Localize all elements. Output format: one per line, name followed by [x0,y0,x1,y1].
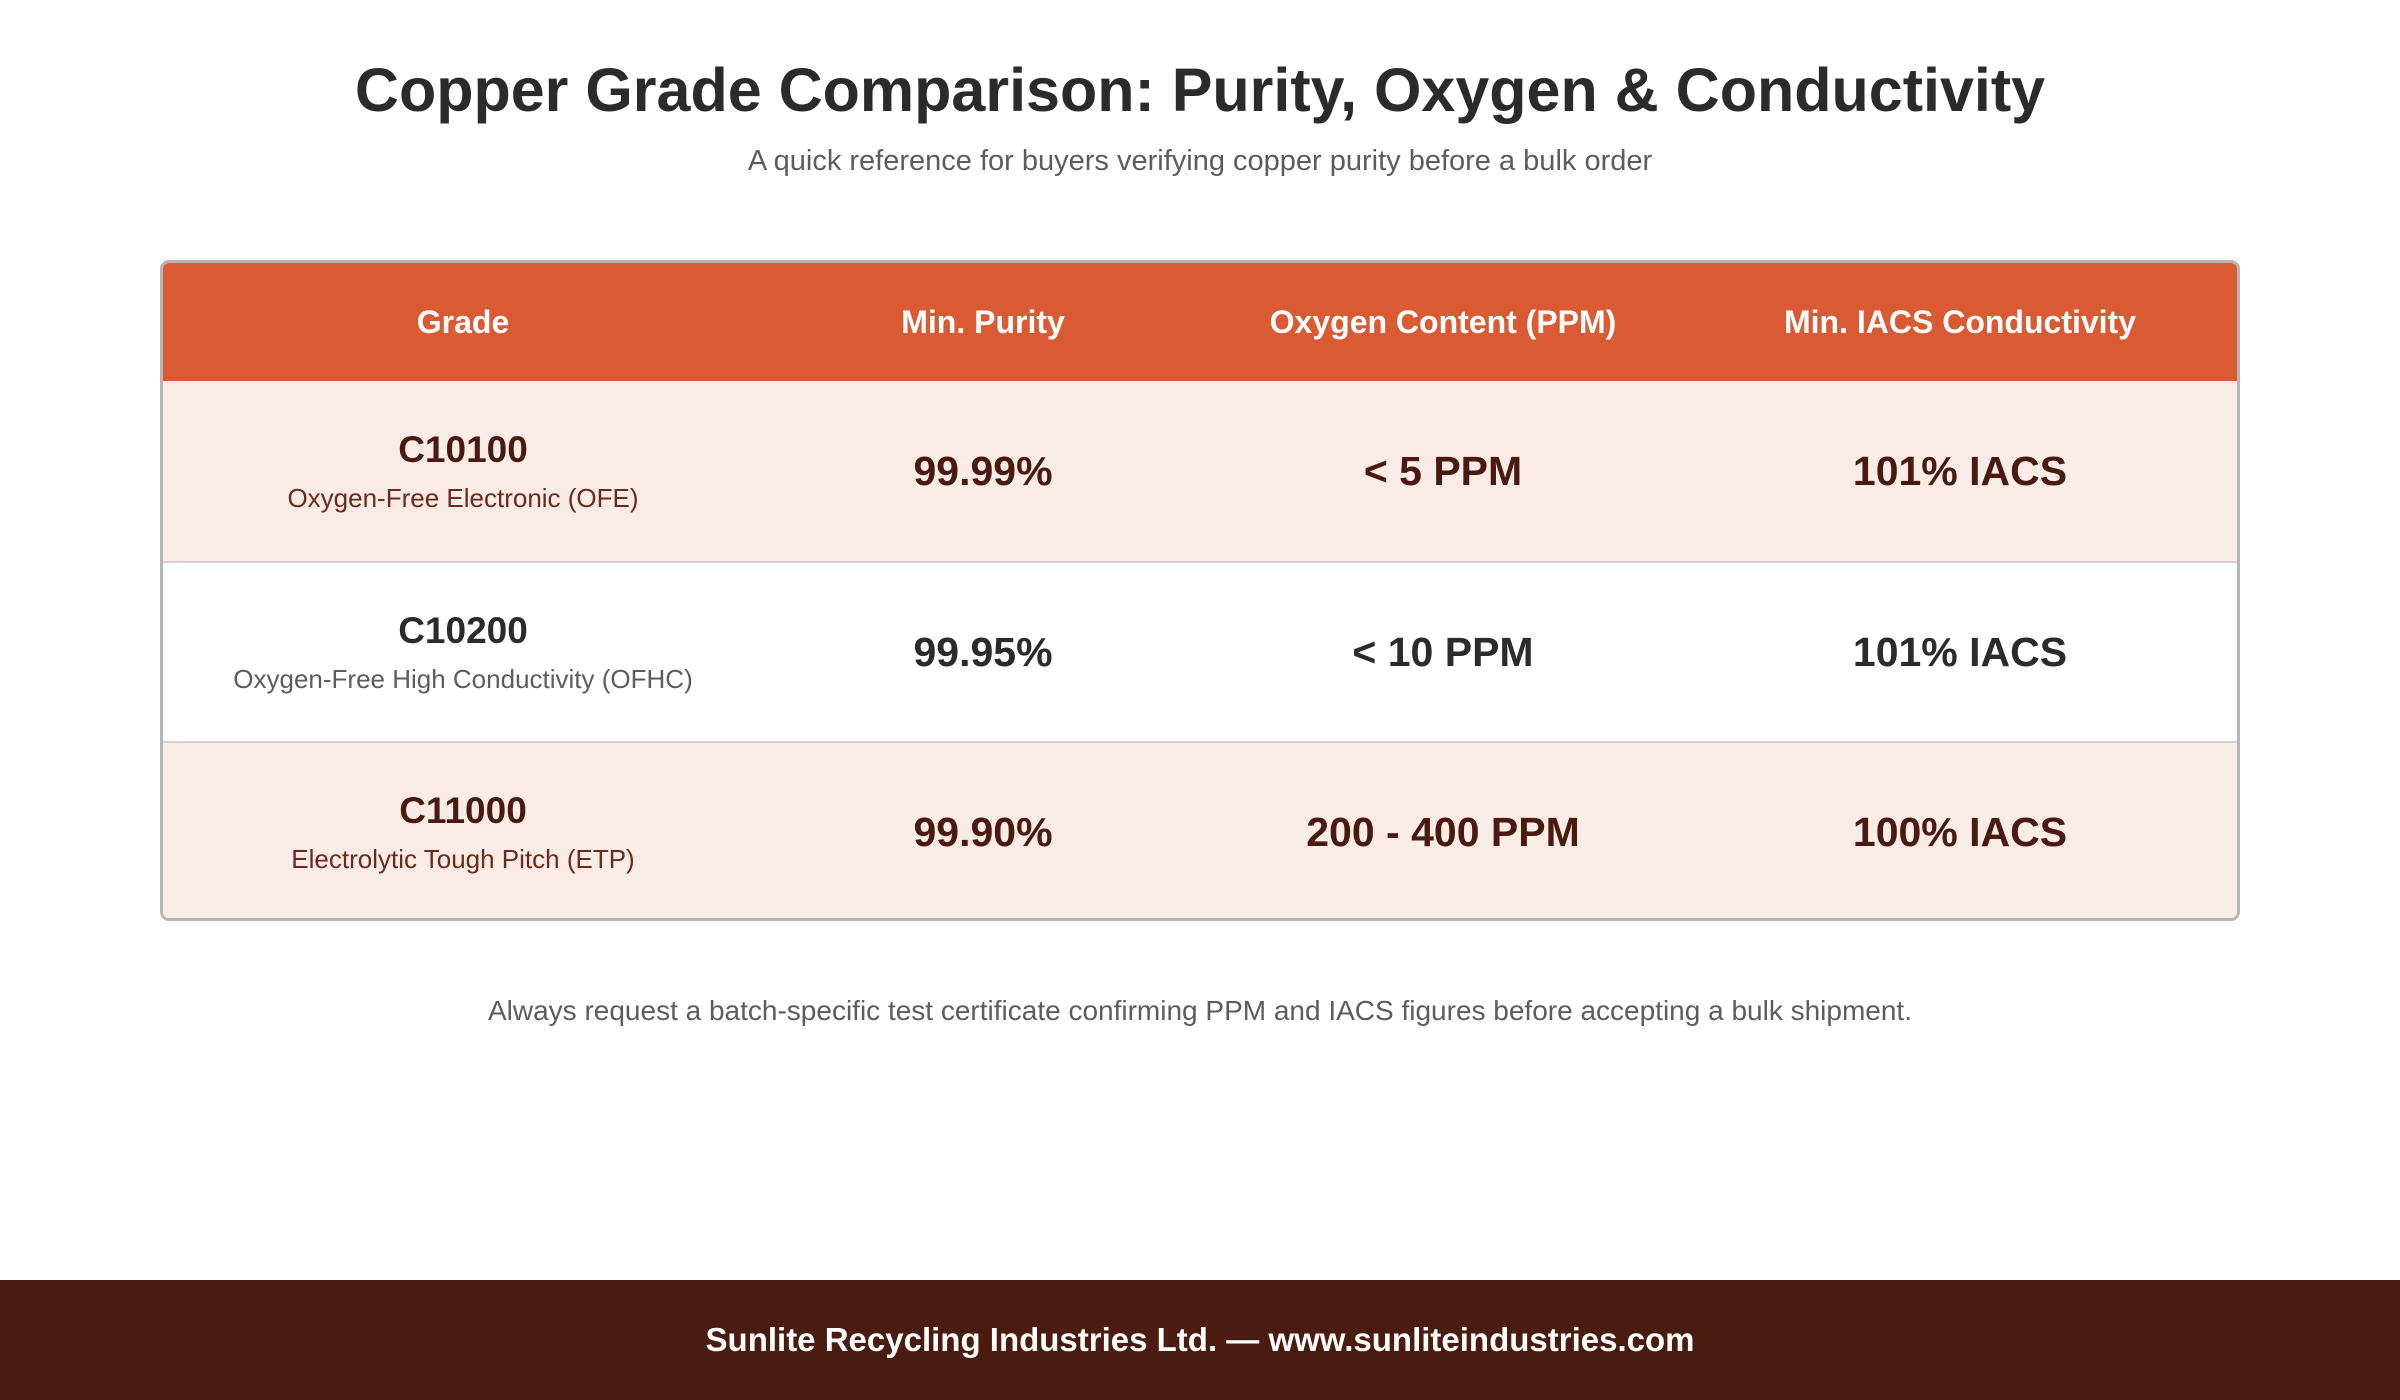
purity-cell: 99.99% [913,447,1053,494]
grade-name: Oxygen-Free Electronic (OFE) [287,483,639,513]
grade-cell: C10100 Oxygen-Free Electronic (OFE) [163,427,763,515]
table-header: Grade Min. Purity Oxygen Content (PPM) M… [163,263,2237,381]
footer: Sunlite Recycling Industries Ltd. — www.… [0,1280,2400,1400]
grade-code: C10200 [398,610,528,651]
grade-cell: C11000 Electrolytic Tough Pitch (ETP) [163,788,763,876]
oxygen-cell: 200 - 400 PPM [1306,808,1580,855]
column-header-conductivity: Min. IACS Conductivity [1784,303,2136,340]
advisory-note: Always request a batch-specific test cer… [487,995,1912,1026]
grade-cell: C10200 Oxygen-Free High Conductivity (OF… [163,608,763,696]
table-row: C10200 Oxygen-Free High Conductivity (OF… [163,561,2237,741]
conductivity-cell: 101% IACS [1852,447,2068,494]
column-header-grade: Grade [416,303,510,340]
oxygen-cell: < 5 PPM [1363,447,1523,494]
comparison-table: Grade Min. Purity Oxygen Content (PPM) M… [160,260,2240,921]
footer-text: Sunlite Recycling Industries Ltd. — www.… [705,1321,1695,1358]
table-row: C11000 Electrolytic Tough Pitch (ETP) 99… [163,741,2237,918]
grade-code: C10100 [398,429,528,470]
column-header-purity: Min. Purity [901,303,1065,340]
page-title: Copper Grade Comparison: Purity, Oxygen … [354,56,2046,124]
page-subtitle: A quick reference for buyers verifying c… [747,145,1653,177]
column-header-oxygen: Oxygen Content (PPM) [1269,303,1617,340]
purity-cell: 99.95% [913,628,1053,675]
table-row: C10100 Oxygen-Free Electronic (OFE) 99.9… [163,381,2237,561]
conductivity-cell: 100% IACS [1852,808,2068,855]
conductivity-cell: 101% IACS [1852,628,2068,675]
grade-name: Oxygen-Free High Conductivity (OFHC) [233,664,693,694]
grade-code: C11000 [399,790,527,831]
grade-name: Electrolytic Tough Pitch (ETP) [291,844,635,874]
purity-cell: 99.90% [913,808,1053,855]
oxygen-cell: < 10 PPM [1352,628,1534,675]
